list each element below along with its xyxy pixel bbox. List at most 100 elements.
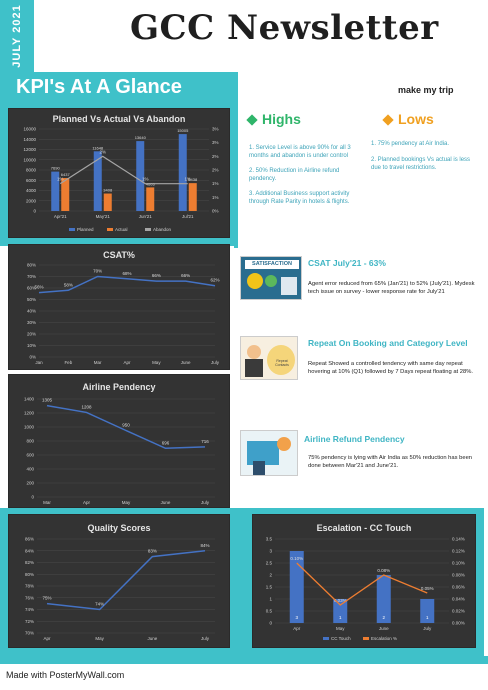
date-tab: JULY 2021 xyxy=(0,0,34,72)
bar xyxy=(103,193,112,211)
legend-swatch xyxy=(107,228,113,231)
escalation-line xyxy=(296,562,428,606)
chart-title-escalation: Escalation - CC Touch xyxy=(316,523,412,533)
x-tick-label: Jul'21 xyxy=(182,214,194,219)
bar xyxy=(376,575,391,623)
y-tick-label: 1 xyxy=(269,597,272,602)
y2-tick-label: 0.14% xyxy=(452,537,465,542)
line-value-label: 0.05% xyxy=(421,586,434,591)
data-label: 66% xyxy=(181,273,190,278)
bar-value-label: 13640 xyxy=(135,135,147,140)
y-tick-label: 2.5 xyxy=(266,561,273,566)
y-tick-label: 76% xyxy=(25,595,34,600)
section-text-csat: Agent error reduced from 65% (Jan'21) to… xyxy=(308,281,475,296)
lows-list: 1. 75% pendency at Air India. 2. Planned… xyxy=(371,140,479,172)
bar-value-label: 11648 xyxy=(92,145,104,150)
chart-escalation: 0 0.5 1 1.5 2 2.5 3 3.5 0.00% 0.02% 0.04% 0.06% 0.08… xyxy=(266,537,465,642)
data-label: 84% xyxy=(200,543,209,548)
y-tick-label: 1000 xyxy=(24,425,35,430)
kpi-banner-label: KPI's At A Glance xyxy=(16,76,182,98)
y-tick-label: 6000 xyxy=(26,178,37,183)
x-tick-label: May xyxy=(95,636,104,641)
y-tick-label: 12000 xyxy=(23,147,36,152)
x-tick-label: Mar xyxy=(94,360,102,365)
data-label: 75% xyxy=(42,596,51,601)
line-value-label: 1% xyxy=(142,177,149,182)
bar xyxy=(289,551,304,623)
repeat-contacts-label: Repeat Contacts xyxy=(275,359,289,367)
y-tick-label: 78% xyxy=(25,584,34,589)
y2-tick-label: 0.12% xyxy=(452,549,465,554)
hand-icon xyxy=(281,277,297,295)
person-body-icon xyxy=(245,359,263,377)
y2-tick-label: 0.04% xyxy=(452,597,465,602)
y-tick-label: 40% xyxy=(27,309,36,314)
bar-value-label: 15005 xyxy=(177,128,189,133)
x-tick-label: July xyxy=(423,626,432,631)
y-tick-label: 86% xyxy=(25,537,34,542)
bar xyxy=(51,171,60,211)
bar xyxy=(178,134,187,211)
footer-credit: Made with PosterMyWall.com xyxy=(6,670,125,680)
x-tick-label: Apr xyxy=(83,500,91,505)
legend-label: Escalation % xyxy=(371,636,397,641)
y2-tick-label: 1% xyxy=(212,195,219,200)
chart-panel-escalation: Escalation - CC Touch 0 0.5 1 1.5 2 2.5 3 3.5 0.… xyxy=(252,514,476,648)
line-value-label: 2% xyxy=(99,149,106,154)
data-label: 68% xyxy=(122,271,131,276)
x-tick-label: July xyxy=(201,636,210,641)
y-tick-label: 3.5 xyxy=(266,537,273,542)
data-label: 70% xyxy=(93,269,102,274)
highs-title: Highs xyxy=(262,111,301,127)
legend-swatch xyxy=(145,228,151,231)
chart-title-csat: CSAT% xyxy=(103,250,135,260)
section-heading-repeat: Repeat On Booking and Category Level xyxy=(308,338,468,348)
data-label: 696 xyxy=(162,440,170,445)
bar-value-label: 1 xyxy=(339,615,342,620)
section-text-refund: 75% pendency is lying with Air India as … xyxy=(308,455,473,470)
y-tick-label: 74% xyxy=(25,607,34,612)
abandon-line xyxy=(59,155,188,185)
footer-bar xyxy=(0,656,488,664)
y-tick-label: 80% xyxy=(27,263,36,268)
data-label: 83% xyxy=(148,549,157,554)
bar xyxy=(136,141,145,211)
y2-tick-label: 0.02% xyxy=(452,609,465,614)
data-label: 74% xyxy=(95,602,104,607)
y-tick-label: 30% xyxy=(27,320,36,325)
y-tick-label: 2 xyxy=(269,573,272,578)
x-tick-label: Jan xyxy=(35,360,43,365)
y2-tick-label: 3% xyxy=(212,140,219,145)
highs-item: 2. 50% Reduction in Airline refund pende… xyxy=(249,168,340,183)
y2-tick-label: 3% xyxy=(212,127,219,132)
y-tick-label: 16000 xyxy=(23,127,36,132)
y-tick-label: 0 xyxy=(31,495,34,500)
x-tick-label: July xyxy=(201,500,210,505)
lows-header: Lows xyxy=(382,111,434,129)
chart-panel-csat: CSAT% 0% 10% 20% 30% 40% 50% 60% 70% 80% 56% Jan 58… xyxy=(8,244,230,370)
line-value-label: 0.03% xyxy=(334,598,347,603)
satisfaction-image-label: SATISFACTION xyxy=(245,260,299,269)
legend-label: Abandon xyxy=(153,227,172,232)
bar xyxy=(333,599,348,623)
y-tick-label: 8000 xyxy=(26,168,37,173)
x-tick-label: June xyxy=(379,626,389,631)
clock-icon xyxy=(277,437,291,451)
x-tick-label: Apr xyxy=(43,636,51,641)
smiley-icon xyxy=(247,273,263,289)
x-tick-label: May'21 xyxy=(96,214,111,219)
y-tick-label: 50% xyxy=(27,297,36,302)
x-tick-label: Mar xyxy=(43,500,51,505)
bar-value-label: 3 xyxy=(295,615,298,620)
x-tick-label: May xyxy=(122,500,131,505)
date-tab-label: JULY 2021 xyxy=(11,4,23,68)
chart-panel-quality: Quality Scores 70% 72% 74% 76% 78% 80% 82% 84% 8… xyxy=(8,514,230,648)
lows-diamond-icon xyxy=(382,114,394,126)
highs-item: 1. Service Level is above 90% for all 3 … xyxy=(249,145,351,160)
data-label: 716 xyxy=(201,439,209,444)
highs-diamond-icon xyxy=(246,114,258,126)
data-label: 58% xyxy=(64,282,73,287)
legend-swatch xyxy=(69,228,75,231)
data-label: 66% xyxy=(152,273,161,278)
bar xyxy=(188,183,197,211)
